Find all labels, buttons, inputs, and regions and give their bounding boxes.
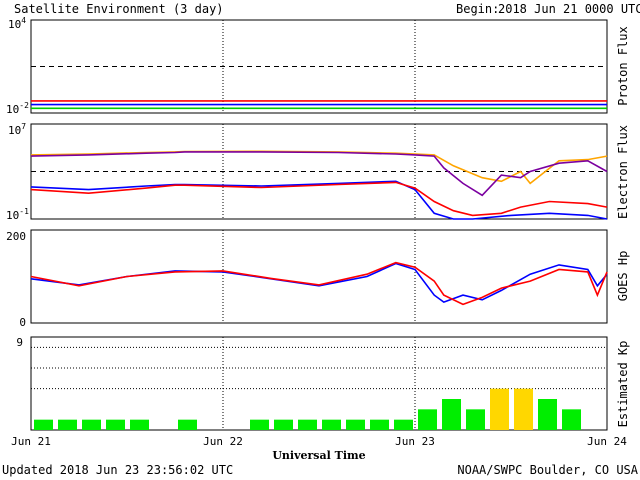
kp-bar [298, 419, 317, 430]
electron-ytick-bottom: 10-1 [6, 207, 29, 222]
updated-timestamp: Updated 2018 Jun 23 23:56:02 UTC [2, 463, 233, 477]
kp-bar [538, 399, 557, 430]
kp-bar [370, 419, 389, 430]
kp-bar [490, 388, 509, 430]
electron-flux-plot [30, 124, 608, 220]
proton-flux-label: Proton Flux [616, 26, 630, 105]
hp-ytick-bottom: 0 [19, 316, 26, 329]
kp-bar [274, 419, 293, 430]
proton-flux-panel: 104 10-2 Proton Flux [6, 16, 630, 116]
x-axis-title: Universal Time [272, 449, 365, 462]
hp-ytick-top: 200 [6, 230, 26, 243]
x-axis-tick-labels: Jun 21 Jun 22 Jun 23 Jun 24 [11, 435, 627, 448]
kp-bar [562, 409, 581, 430]
hp-panel-frame [30, 229, 608, 324]
begin-value: 2018 Jun 21 0000 UTC [498, 2, 640, 16]
x-tick-label: Jun 24 [587, 435, 627, 448]
proton-ytick-top: 104 [8, 16, 26, 31]
series-line [30, 150, 608, 185]
kp-ytick-top: 9 [16, 336, 23, 349]
kp-bar [178, 419, 197, 430]
electron-ytick-top: 107 [8, 122, 26, 137]
kp-bar [58, 419, 77, 430]
series-line [30, 180, 608, 220]
estimated-kp-plot [31, 337, 607, 430]
electron-flux-label: Electron Flux [616, 125, 630, 219]
kp-panel-frame [30, 336, 608, 431]
goes-hp-panel: 200 0 GOES Hp [6, 229, 630, 329]
series-line [30, 261, 608, 306]
kp-bar [346, 419, 365, 430]
x-tick-label: Jun 21 [11, 435, 51, 448]
kp-bar [130, 419, 149, 430]
estimated-kp-panel: 9 Estimated Kp [16, 336, 630, 431]
kp-bar [34, 419, 53, 430]
x-tick-label: Jun 23 [395, 435, 435, 448]
goes-hp-plot [30, 230, 608, 323]
kp-bar [82, 419, 101, 430]
kp-bar [418, 409, 437, 430]
proton-ytick-bottom: 10-2 [6, 101, 29, 116]
series-line [30, 151, 608, 197]
electron-flux-panel: 107 10-1 Electron Flux [6, 122, 630, 222]
kp-bar [394, 419, 413, 430]
credit-text: NOAA/SWPC Boulder, CO USA [457, 463, 638, 477]
kp-bar [322, 419, 341, 430]
x-tick-label: Jun 22 [203, 435, 243, 448]
kp-bar [442, 399, 461, 430]
kp-bar [250, 419, 269, 430]
goes-hp-label: GOES Hp [616, 251, 630, 302]
proton-flux-plot [31, 20, 607, 113]
kp-bar [466, 409, 485, 430]
chart-title: Satellite Environment (3 day) [14, 2, 224, 16]
kp-bar [106, 419, 125, 430]
begin-label: Begin: [456, 2, 499, 16]
kp-bar [514, 388, 533, 430]
series-line [30, 181, 608, 217]
estimated-kp-label: Estimated Kp [616, 341, 630, 428]
